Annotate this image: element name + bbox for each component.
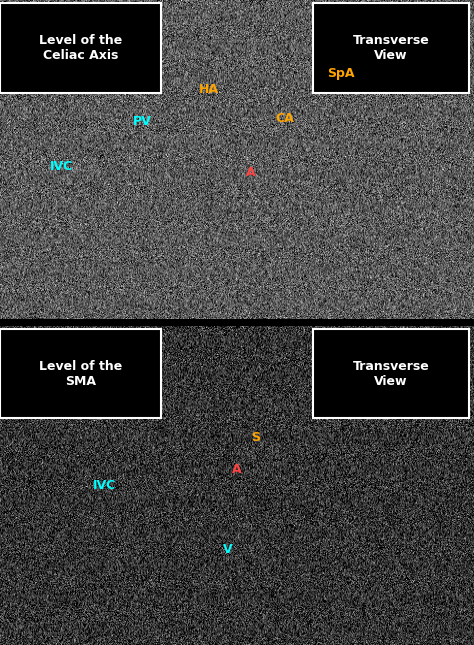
Text: IVC: IVC xyxy=(50,159,73,173)
FancyBboxPatch shape xyxy=(0,3,161,93)
Text: S: S xyxy=(252,431,260,444)
Text: PV: PV xyxy=(133,115,152,128)
Text: IVC: IVC xyxy=(92,479,116,492)
FancyBboxPatch shape xyxy=(0,329,161,419)
FancyBboxPatch shape xyxy=(313,3,469,93)
Text: Level of the
Celiac Axis: Level of the Celiac Axis xyxy=(39,34,122,62)
Text: Transverse
View: Transverse View xyxy=(353,34,429,62)
Text: Transverse
View: Transverse View xyxy=(353,360,429,388)
Text: CA: CA xyxy=(275,112,294,124)
Text: SpA: SpA xyxy=(328,67,355,80)
Text: Level of the
SMA: Level of the SMA xyxy=(39,360,122,388)
Text: HA: HA xyxy=(199,83,219,96)
FancyBboxPatch shape xyxy=(313,329,469,419)
Text: A: A xyxy=(232,463,242,476)
Text: V: V xyxy=(223,542,232,556)
Text: A: A xyxy=(246,166,256,179)
